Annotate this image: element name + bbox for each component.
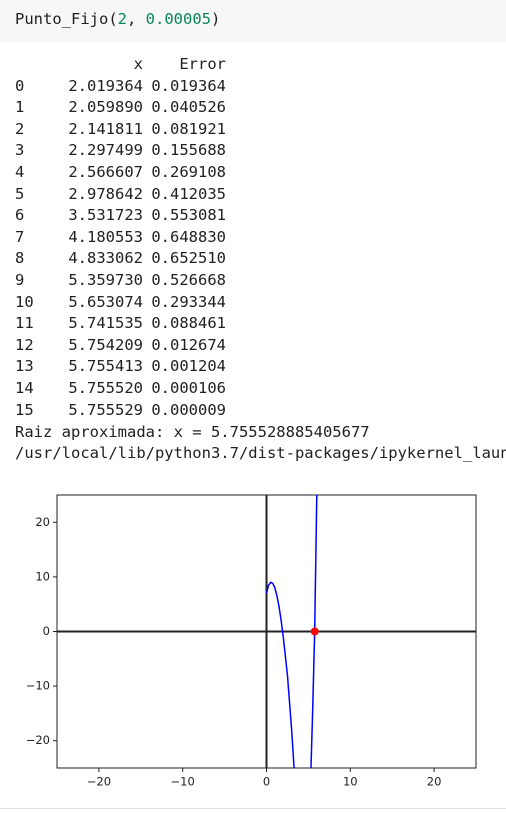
code-cell[interactable]: Punto_Fijo(2, 0.00005) bbox=[0, 0, 506, 42]
row-index: 15 bbox=[15, 400, 34, 419]
x-value: 2.059890 bbox=[68, 98, 143, 117]
error-value: 0.012674 bbox=[151, 335, 226, 354]
x-tick-label: −10 bbox=[171, 775, 195, 789]
x-value: 5.741535 bbox=[68, 314, 143, 333]
error-value: 0.081921 bbox=[151, 119, 226, 138]
separator bbox=[0, 808, 506, 809]
error-value: 0.412035 bbox=[151, 184, 226, 203]
y-tick-label: 10 bbox=[35, 569, 50, 583]
output-line: /usr/local/lib/python3.7/dist-packages/i… bbox=[15, 444, 506, 462]
x-value: 3.531723 bbox=[68, 206, 143, 225]
code-text: ) bbox=[211, 10, 221, 28]
x-value: 2.141811 bbox=[68, 119, 143, 138]
row-index: 3 bbox=[15, 141, 25, 160]
row-index: 12 bbox=[15, 335, 34, 354]
x-value: 4.833062 bbox=[68, 249, 143, 268]
row-index: 8 bbox=[15, 249, 25, 268]
error-value: 0.269108 bbox=[151, 163, 226, 181]
row-index: 0 bbox=[15, 76, 25, 95]
x-value: 2.566607 bbox=[68, 163, 143, 181]
error-value: 0.293344 bbox=[151, 292, 226, 311]
error-value: 0.000009 bbox=[151, 400, 226, 419]
x-value: 5.653074 bbox=[68, 292, 143, 311]
y-tick-label: 0 bbox=[43, 624, 50, 638]
code: Punto_Fijo(2, 0.00005) bbox=[15, 10, 220, 28]
error-value: 0.526668 bbox=[151, 271, 226, 289]
y-tick-label: 20 bbox=[35, 515, 50, 529]
column-header: Error bbox=[179, 55, 226, 73]
x-value: 5.755520 bbox=[68, 379, 143, 397]
code-text: , bbox=[127, 10, 146, 28]
error-value: 0.088461 bbox=[151, 314, 226, 333]
x-value: 5.359730 bbox=[68, 271, 143, 289]
row-index: 14 bbox=[15, 379, 34, 397]
row-index: 10 bbox=[15, 292, 34, 311]
code-number: 2 bbox=[117, 10, 127, 28]
x-value: 5.755529 bbox=[68, 400, 143, 419]
code-number: 0.00005 bbox=[145, 10, 211, 28]
row-index: 6 bbox=[15, 206, 25, 225]
plot-area bbox=[57, 495, 476, 768]
x-value: 2.297499 bbox=[68, 141, 143, 160]
column-header: x bbox=[133, 55, 143, 73]
output-line: Raiz aproximada: x = 5.755528885405677 bbox=[15, 423, 370, 441]
x-tick-label: 20 bbox=[427, 775, 442, 789]
error-value: 0.648830 bbox=[151, 227, 226, 246]
error-value: 0.001204 bbox=[151, 357, 226, 376]
x-value: 4.180553 bbox=[68, 227, 143, 246]
x-tick-label: 0 bbox=[263, 775, 270, 789]
row-index: 7 bbox=[15, 227, 25, 246]
row-index: 4 bbox=[15, 163, 25, 181]
error-value: 0.155688 bbox=[151, 141, 226, 160]
error-value: 0.000106 bbox=[151, 379, 226, 397]
row-index: 13 bbox=[15, 357, 34, 376]
error-value: 0.040526 bbox=[151, 98, 226, 117]
row-index: 2 bbox=[15, 119, 25, 138]
x-value: 5.755413 bbox=[68, 357, 143, 376]
x-value: 2.019364 bbox=[68, 76, 143, 95]
root-point bbox=[310, 627, 319, 636]
row-index: 9 bbox=[15, 271, 25, 289]
error-value: 0.553081 bbox=[151, 206, 226, 225]
x-tick-label: −20 bbox=[87, 775, 111, 789]
code-text: Punto_Fijo( bbox=[15, 10, 118, 28]
error-value: 0.652510 bbox=[151, 249, 226, 268]
error-value: 0.019364 bbox=[151, 76, 226, 95]
x-tick-label: 10 bbox=[343, 775, 358, 789]
row-index: 5 bbox=[15, 184, 25, 203]
row-index: 11 bbox=[15, 314, 34, 333]
row-index: 1 bbox=[15, 98, 25, 117]
chart: −20 −10 0 10 20 −20 −10 0 10 20 bbox=[26, 494, 477, 789]
curve bbox=[265, 495, 318, 768]
y-tick-label: −20 bbox=[26, 733, 50, 747]
x-value: 5.754209 bbox=[68, 335, 143, 354]
y-tick-label: −10 bbox=[26, 679, 50, 693]
x-value: 2.978642 bbox=[68, 184, 143, 203]
